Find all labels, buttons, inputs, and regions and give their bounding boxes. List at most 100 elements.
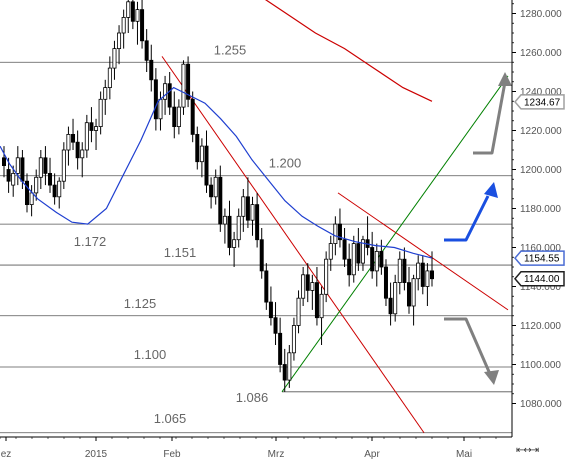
level-label: 1.255 (214, 42, 247, 57)
y-tick-label: 1200.000 (520, 165, 562, 176)
candle (379, 239, 384, 275)
candle (222, 208, 227, 244)
candle (94, 118, 99, 150)
candle (98, 91, 103, 135)
price-badge: 1144.00 (514, 270, 565, 287)
candle (149, 44, 154, 92)
y-tick-label: 1280.000 (520, 9, 562, 20)
arrow-up (473, 72, 512, 155)
candle (383, 259, 388, 306)
candle (328, 235, 333, 271)
price-badge-label: 1144.00 (524, 274, 560, 285)
candle (342, 228, 347, 267)
candle (305, 263, 310, 303)
candle (117, 25, 122, 65)
candle (6, 157, 11, 193)
y-tick-label: 1240.000 (520, 87, 562, 98)
candle (15, 146, 20, 186)
x-tick-label: 2015 (85, 449, 108, 460)
chart-scroll-controls[interactable]: ⇤↔⇥ (516, 445, 539, 456)
candle (181, 60, 186, 115)
candle (370, 231, 375, 279)
candle (351, 235, 356, 283)
trend-line (337, 192, 509, 311)
candle (250, 196, 255, 236)
candle (213, 169, 218, 205)
price-badge-label: 1154.55 (524, 254, 560, 265)
candle (406, 267, 411, 314)
candle (245, 177, 250, 228)
candle (402, 247, 407, 291)
candle (255, 192, 260, 248)
candle (264, 263, 269, 310)
level-label: 1.086 (236, 390, 269, 405)
candle (296, 290, 301, 334)
price-badge: 1154.55 (514, 250, 565, 266)
candle (153, 68, 158, 131)
candle (121, 9, 126, 49)
y-tick-label: 1260.000 (520, 48, 562, 59)
candle (190, 91, 195, 143)
candle (38, 150, 43, 189)
price-badge: 1234.67 (514, 94, 565, 110)
candle (186, 56, 191, 108)
candle (287, 345, 292, 388)
price-badges: 1234.67 1154.55 1144.00 (514, 94, 565, 287)
candle (75, 130, 80, 170)
candlesticks (2, 0, 434, 392)
candle (356, 228, 361, 271)
candle (204, 130, 209, 193)
candle (268, 286, 273, 326)
x-tick-label: Mai (456, 449, 472, 460)
y-tick-label: 1120.000 (520, 321, 561, 332)
blue-ma-line (0, 86, 433, 259)
x-tick-label: Apr (364, 449, 380, 460)
candle (365, 216, 370, 256)
candle (11, 165, 16, 197)
candle (25, 173, 30, 213)
x-tick-label: Mrz (268, 449, 285, 460)
red-ma-line (265, 0, 433, 102)
price-axis: 1080.000 1100.000 1120.000 1140.000 1160.000… (511, 0, 562, 437)
y-tick-label: 1100.000 (520, 360, 561, 371)
trend-line (161, 56, 425, 434)
candle (43, 146, 48, 186)
candle (52, 173, 57, 205)
level-label: 1.200 (269, 156, 302, 171)
candle (172, 91, 177, 139)
candle (71, 118, 76, 150)
y-tick-label: 1220.000 (520, 126, 562, 137)
level-label: 1.100 (134, 347, 167, 362)
candle (66, 126, 71, 166)
candle (360, 235, 365, 271)
level-label: 1.151 (164, 245, 197, 260)
candle (84, 114, 89, 158)
time-axis: ez 2015 Feb Mrz Apr Mai (0, 436, 512, 460)
candle (241, 189, 246, 232)
arrow-up (444, 182, 498, 242)
candle (393, 274, 398, 322)
candle (107, 56, 112, 100)
level-label: 1.065 (154, 411, 187, 426)
candle (374, 243, 379, 287)
candle (126, 0, 131, 33)
trend-line (281, 75, 509, 393)
candle (80, 142, 85, 178)
candle (420, 255, 425, 295)
candle (130, 0, 135, 30)
candle (61, 142, 66, 189)
projection-arrows (444, 72, 512, 385)
candle (158, 91, 163, 131)
candle (167, 72, 172, 115)
candle (411, 274, 416, 326)
blue-moving-average (0, 86, 433, 259)
x-tick-label: ez (1, 449, 12, 460)
candle (29, 185, 34, 217)
candle (278, 317, 283, 373)
trend-lines (161, 56, 509, 434)
y-tick-label: 1080.000 (520, 399, 562, 410)
arrow-down (444, 317, 499, 385)
candle (314, 267, 319, 326)
level-label: 1.172 (74, 234, 107, 249)
